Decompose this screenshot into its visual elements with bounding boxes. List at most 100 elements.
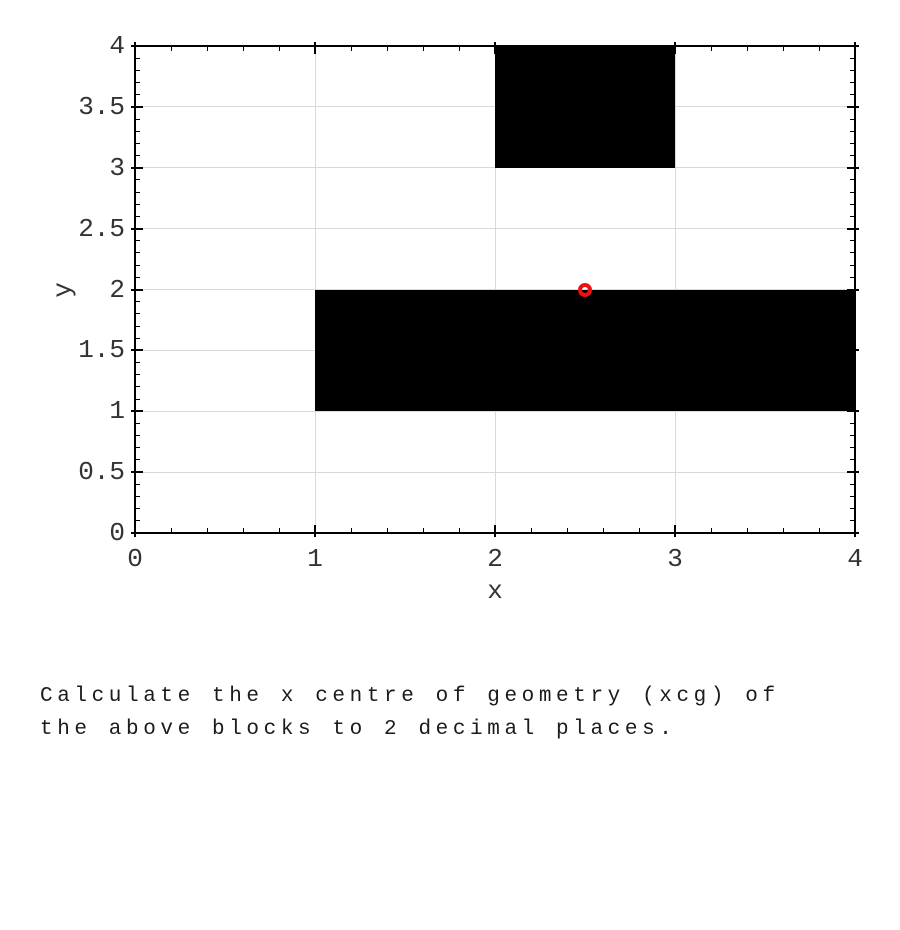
x-tick-label: 2: [487, 544, 503, 574]
y-minor-tick: [850, 264, 855, 266]
y-major-tick: [847, 166, 859, 169]
block-rect: [495, 46, 675, 168]
y-minor-tick: [850, 94, 855, 96]
y-minor-tick: [850, 82, 855, 84]
y-minor-tick: [850, 215, 855, 217]
x-minor-tick: [458, 46, 460, 51]
x-minor-tick: [710, 528, 712, 533]
y-minor-tick: [135, 130, 140, 132]
y-minor-tick: [850, 520, 855, 522]
x-minor-tick: [566, 528, 568, 533]
x-minor-tick: [170, 46, 172, 51]
x-minor-tick: [350, 46, 352, 51]
y-minor-tick: [135, 301, 140, 303]
y-minor-tick: [135, 118, 140, 120]
y-minor-tick: [850, 495, 855, 497]
x-axis-label: x: [487, 576, 503, 606]
y-minor-tick: [135, 508, 140, 510]
y-tick-label: 4: [109, 31, 125, 61]
y-minor-tick: [135, 422, 140, 424]
x-minor-tick: [530, 528, 532, 533]
y-minor-tick: [135, 57, 140, 59]
y-tick-label: 1: [109, 396, 125, 427]
gridline-horizontal: [135, 228, 855, 230]
y-major-tick: [131, 105, 143, 108]
gridline-horizontal: [135, 410, 855, 412]
y-minor-tick: [135, 435, 140, 437]
y-minor-tick: [850, 459, 855, 461]
y-axis-label: y: [48, 281, 78, 298]
x-minor-tick: [242, 46, 244, 51]
y-major-tick: [847, 410, 859, 413]
x-minor-tick: [278, 528, 280, 533]
y-minor-tick: [135, 69, 140, 71]
y-minor-tick: [135, 276, 140, 278]
x-minor-tick: [170, 528, 172, 533]
y-minor-tick: [135, 82, 140, 84]
y-minor-tick: [850, 422, 855, 424]
y-minor-tick: [135, 252, 140, 254]
y-minor-tick: [135, 191, 140, 193]
x-minor-tick: [242, 528, 244, 533]
x-minor-tick: [818, 528, 820, 533]
y-minor-tick: [135, 362, 140, 364]
y-minor-tick: [135, 374, 140, 376]
y-major-tick: [131, 349, 143, 352]
y-minor-tick: [850, 57, 855, 59]
x-major-tick: [674, 525, 676, 537]
y-major-tick: [131, 227, 143, 230]
y-minor-tick: [135, 386, 140, 388]
y-minor-tick: [850, 191, 855, 193]
y-minor-tick: [135, 215, 140, 217]
x-tick-label: 3: [667, 544, 683, 574]
x-minor-tick: [422, 46, 424, 51]
gridline-horizontal: [135, 167, 855, 169]
x-tick-label: 1: [307, 544, 323, 574]
x-minor-tick: [458, 528, 460, 533]
y-minor-tick: [135, 520, 140, 522]
y-major-tick: [131, 410, 143, 413]
y-minor-tick: [135, 483, 140, 485]
y-minor-tick: [135, 142, 140, 144]
y-minor-tick: [850, 142, 855, 144]
y-tick-label: 2.5: [78, 213, 125, 244]
x-tick-label: 0: [127, 544, 143, 574]
y-minor-tick: [850, 508, 855, 510]
y-tick-label: 0: [109, 518, 125, 548]
y-minor-tick: [850, 447, 855, 449]
y-tick-label: 3.5: [78, 91, 125, 122]
y-minor-tick: [850, 69, 855, 71]
y-major-tick: [847, 471, 859, 474]
x-major-tick: [674, 42, 676, 54]
question-line: the above blocks to 2 decimal places.: [40, 718, 677, 741]
y-minor-tick: [135, 203, 140, 205]
y-minor-tick: [135, 495, 140, 497]
x-minor-tick: [746, 528, 748, 533]
centre-marker-icon: [578, 282, 592, 297]
x-minor-tick: [422, 528, 424, 533]
y-minor-tick: [850, 435, 855, 437]
x-minor-tick: [206, 528, 208, 533]
block-rect: [315, 289, 855, 412]
y-minor-tick: [135, 94, 140, 96]
y-minor-tick: [850, 118, 855, 120]
y-minor-tick: [135, 447, 140, 449]
y-minor-tick: [850, 130, 855, 132]
x-minor-tick: [710, 46, 712, 51]
x-major-tick: [314, 42, 316, 54]
y-minor-tick: [850, 203, 855, 205]
y-minor-tick: [135, 337, 140, 339]
y-major-tick: [131, 288, 143, 291]
y-tick-label: 2: [109, 274, 125, 305]
y-minor-tick: [850, 240, 855, 242]
y-minor-tick: [135, 313, 140, 315]
x-minor-tick: [638, 528, 640, 533]
y-minor-tick: [850, 276, 855, 278]
x-minor-tick: [278, 46, 280, 51]
x-minor-tick: [782, 46, 784, 51]
x-tick-label: 4: [847, 544, 863, 574]
y-minor-tick: [135, 240, 140, 242]
y-minor-tick: [850, 252, 855, 254]
x-minor-tick: [602, 528, 604, 533]
